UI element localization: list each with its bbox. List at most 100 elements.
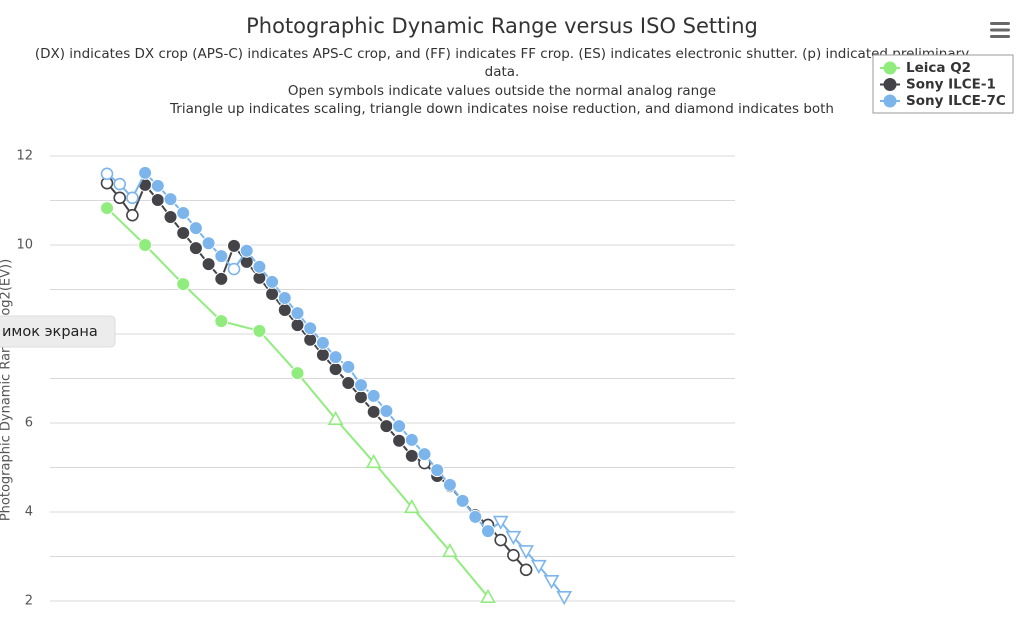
- plot: 24681012: [16, 149, 735, 609]
- point: [392, 433, 407, 448]
- point: [214, 271, 229, 286]
- point: [442, 543, 458, 558]
- tooltip-box: [0, 315, 116, 348]
- point: [113, 191, 126, 205]
- point: [303, 321, 318, 336]
- point: [176, 277, 191, 292]
- point: [150, 193, 165, 208]
- y-tick-label: 6: [25, 416, 33, 431]
- subtitle: Triangle up indicates scaling, triangle …: [169, 101, 834, 117]
- point: [480, 588, 496, 603]
- point: [176, 225, 191, 240]
- point: [404, 448, 419, 463]
- point: [328, 362, 343, 377]
- point: [341, 375, 356, 390]
- legend-symbol: [883, 78, 897, 91]
- point: [138, 238, 153, 252]
- point: [481, 524, 495, 539]
- series-line: [372, 461, 413, 508]
- series-line: [411, 506, 451, 552]
- legend-symbol: [883, 94, 897, 108]
- point: [404, 432, 419, 447]
- point: [468, 509, 483, 524]
- y-tick-label: 4: [25, 505, 33, 520]
- point: [518, 545, 534, 560]
- point: [113, 177, 126, 191]
- point: [188, 221, 203, 236]
- point: [214, 249, 229, 264]
- series-line: [334, 418, 375, 463]
- point: [265, 286, 280, 301]
- point: [366, 388, 381, 403]
- point: [530, 559, 547, 574]
- point: [252, 259, 267, 274]
- point: [290, 306, 305, 321]
- point: [126, 191, 139, 205]
- point: [494, 533, 508, 547]
- y-tick-label: 2: [25, 594, 33, 609]
- point: [126, 208, 139, 222]
- point: [150, 178, 165, 193]
- series-line: [182, 283, 222, 322]
- point: [239, 243, 254, 258]
- menu-icon[interactable]: [990, 22, 1010, 38]
- point: [354, 378, 368, 393]
- point: [430, 463, 445, 478]
- chart-title: Photographic Dynamic Range versus ISO Se…: [246, 14, 758, 38]
- legend-label: Leica Q2: [906, 60, 971, 76]
- point: [392, 419, 407, 434]
- point: [252, 323, 267, 338]
- point: [507, 548, 520, 562]
- subtitle: data.: [485, 64, 520, 80]
- legend-symbol: [883, 61, 897, 75]
- legend-label: Sony ILCE-7C: [906, 93, 1006, 109]
- point: [303, 332, 318, 347]
- point: [328, 350, 343, 365]
- point: [163, 209, 178, 224]
- series-line: [296, 372, 337, 420]
- point: [492, 515, 509, 530]
- point: [379, 403, 394, 418]
- point: [417, 447, 432, 462]
- menu-bar: [990, 22, 1010, 25]
- point: [556, 590, 573, 606]
- point: [519, 563, 533, 577]
- point: [315, 347, 330, 362]
- legend-label: Sony ILCE-1: [906, 77, 996, 93]
- point: [163, 192, 178, 207]
- point: [327, 410, 344, 425]
- series-line: [449, 550, 489, 598]
- point: [176, 205, 191, 220]
- subtitle: (DX) indicates DX crop (APS-C) indicates…: [35, 46, 969, 62]
- point: [543, 574, 560, 590]
- point: [277, 302, 292, 317]
- point: [403, 498, 420, 514]
- menu-bar: [990, 35, 1010, 38]
- point: [379, 419, 394, 434]
- overlay-tooltip: имок экрана: [0, 315, 116, 348]
- tooltip-text: имок экрана: [2, 324, 98, 340]
- point: [354, 390, 368, 405]
- point: [201, 257, 216, 272]
- point: [214, 314, 229, 329]
- point: [366, 404, 381, 419]
- point: [341, 359, 356, 374]
- point: [188, 241, 203, 256]
- point: [100, 167, 114, 181]
- menu-bar: [990, 28, 1010, 32]
- point: [227, 238, 241, 253]
- series: [100, 165, 573, 606]
- point: [442, 477, 457, 492]
- point: [138, 165, 153, 180]
- y-tick-label: 10: [16, 238, 33, 253]
- series-line: [106, 207, 146, 246]
- series: [100, 201, 496, 603]
- subtitle: Open symbols indicate values outside the…: [288, 83, 716, 99]
- series: [100, 176, 533, 577]
- point: [201, 236, 216, 251]
- series-line: [144, 244, 184, 285]
- point: [290, 318, 305, 333]
- point: [365, 454, 382, 469]
- point: [315, 335, 330, 350]
